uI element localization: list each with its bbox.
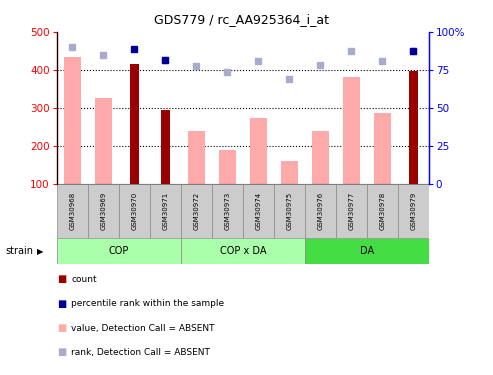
- Text: GSM30975: GSM30975: [286, 192, 292, 230]
- Text: GSM30976: GSM30976: [317, 192, 323, 230]
- Bar: [281, 161, 298, 184]
- Bar: [212, 184, 243, 238]
- Text: GSM30970: GSM30970: [131, 192, 137, 230]
- Text: GSM30978: GSM30978: [380, 192, 386, 230]
- Text: GSM30968: GSM30968: [69, 192, 75, 230]
- Text: strain: strain: [5, 246, 33, 256]
- Bar: [161, 110, 170, 184]
- Text: GDS779 / rc_AA925364_i_at: GDS779 / rc_AA925364_i_at: [154, 13, 329, 26]
- Bar: [181, 238, 305, 264]
- Bar: [367, 184, 398, 238]
- Bar: [250, 118, 267, 184]
- Bar: [95, 98, 112, 184]
- Bar: [305, 238, 429, 264]
- Bar: [150, 184, 181, 238]
- Text: COP: COP: [108, 246, 129, 256]
- Text: GSM30972: GSM30972: [193, 192, 199, 230]
- Text: COP x DA: COP x DA: [219, 246, 266, 256]
- Bar: [398, 184, 429, 238]
- Bar: [188, 130, 205, 184]
- Text: percentile rank within the sample: percentile rank within the sample: [71, 299, 225, 308]
- Text: rank, Detection Call = ABSENT: rank, Detection Call = ABSENT: [71, 348, 211, 357]
- Text: ■: ■: [57, 348, 66, 357]
- Text: ■: ■: [57, 274, 66, 284]
- Bar: [374, 113, 391, 184]
- Text: GSM30969: GSM30969: [100, 192, 106, 230]
- Text: ■: ■: [57, 299, 66, 309]
- Text: ■: ■: [57, 323, 66, 333]
- Bar: [336, 184, 367, 238]
- Bar: [64, 57, 81, 184]
- Bar: [57, 184, 88, 238]
- Text: DA: DA: [360, 246, 374, 256]
- Bar: [130, 64, 139, 184]
- Bar: [343, 78, 360, 184]
- Bar: [243, 184, 274, 238]
- Text: value, Detection Call = ABSENT: value, Detection Call = ABSENT: [71, 324, 215, 333]
- Bar: [305, 184, 336, 238]
- Bar: [119, 184, 150, 238]
- Bar: [219, 150, 236, 184]
- Bar: [274, 184, 305, 238]
- Text: count: count: [71, 275, 97, 284]
- Bar: [57, 238, 181, 264]
- Text: GSM30971: GSM30971: [162, 192, 168, 230]
- Text: ▶: ▶: [37, 247, 43, 256]
- Bar: [88, 184, 119, 238]
- Text: GSM30973: GSM30973: [224, 192, 230, 230]
- Text: GSM30977: GSM30977: [349, 192, 354, 230]
- Bar: [312, 131, 329, 184]
- Text: GSM30979: GSM30979: [410, 192, 417, 230]
- Bar: [181, 184, 212, 238]
- Bar: [409, 70, 418, 184]
- Text: GSM30974: GSM30974: [255, 192, 261, 230]
